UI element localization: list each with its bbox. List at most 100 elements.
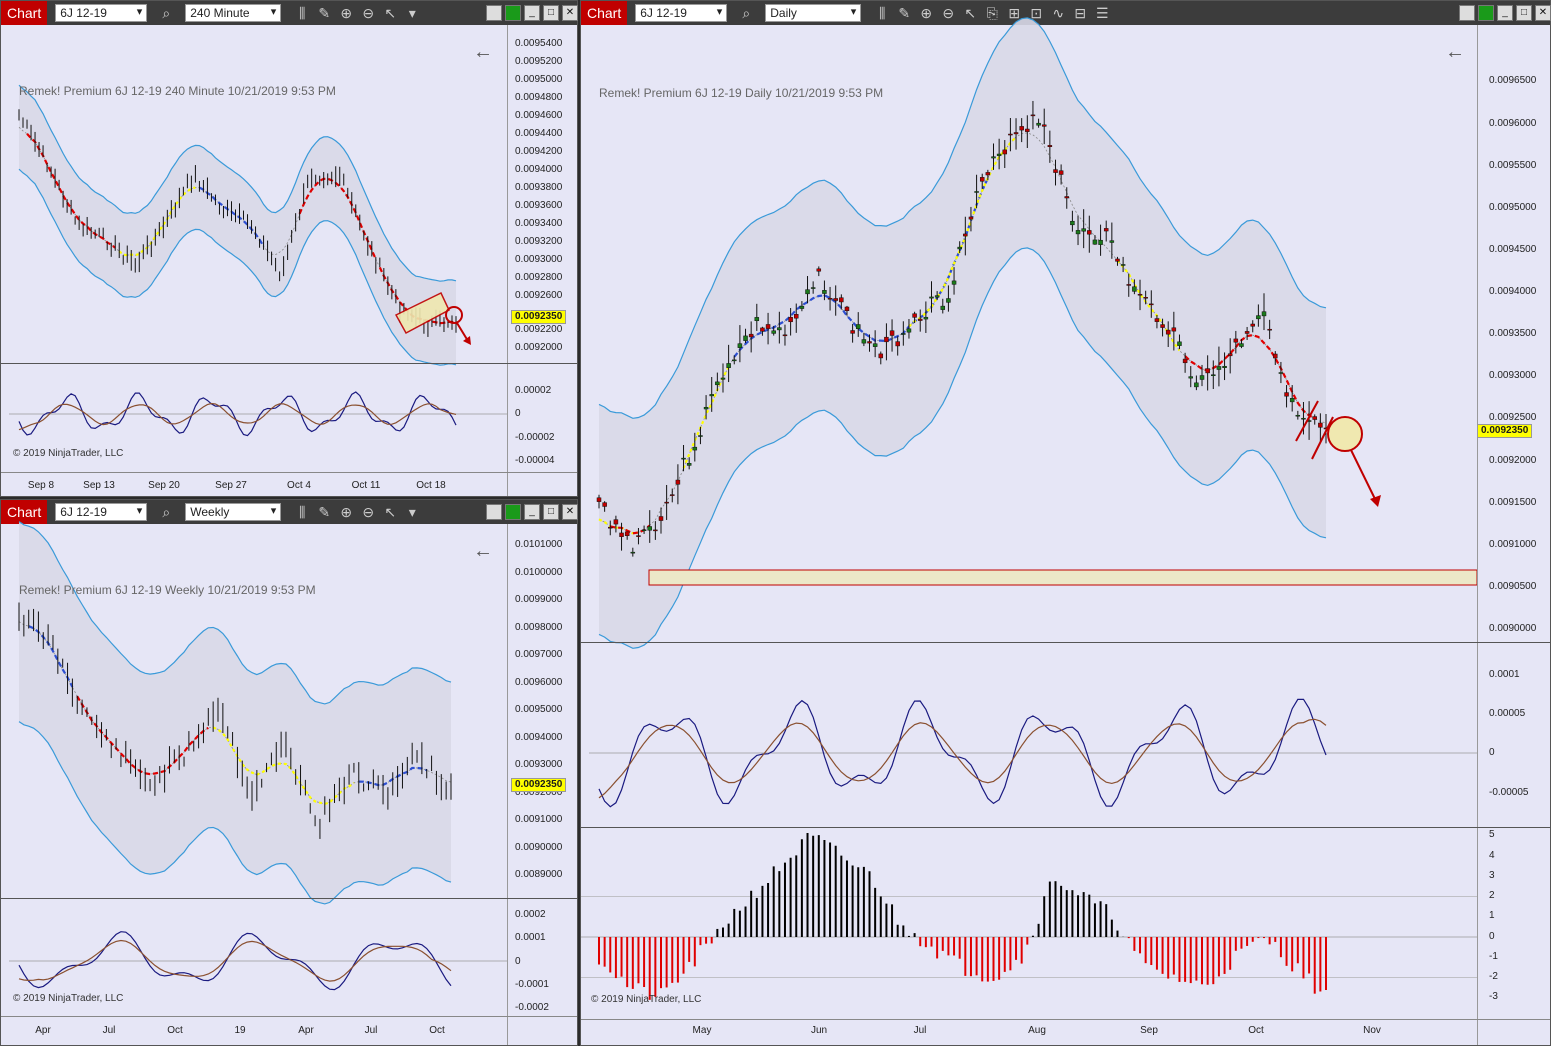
- color-swatch-icon[interactable]: [486, 5, 502, 21]
- axis-label: Sep 8: [27, 480, 55, 491]
- axis-label: Jul: [364, 1025, 378, 1036]
- candle-body: [636, 535, 641, 537]
- chevron-down-icon: ▾: [850, 6, 857, 18]
- zoom-in-icon[interactable]: ⊕: [340, 503, 353, 520]
- axis-label: Apr: [298, 1025, 314, 1036]
- interval-selector[interactable]: 240 Minute ▾: [185, 4, 282, 22]
- chart-window-240-minute: Chart 6J 12-19 ▾ ⌕ 240 Minute ▾ ⫼ ✎ ⊕ ⊖ ↖ …: [0, 0, 578, 497]
- chart-area[interactable]: Remek! Premium 6J 12-19 Weekly 10/21/201…: [1, 521, 577, 1045]
- axis-label: 0.0093000: [515, 254, 563, 265]
- pencil-icon[interactable]: ✎: [318, 503, 331, 520]
- search-icon[interactable]: ⌕: [162, 4, 171, 21]
- candle-body: [1182, 358, 1188, 364]
- chart-menu-button[interactable]: Chart: [1, 500, 48, 524]
- bar-style-icon[interactable]: ⫼: [879, 4, 886, 21]
- dropdown-icon[interactable]: ▾: [408, 4, 416, 21]
- zoom-out-icon[interactable]: ⊖: [362, 503, 375, 520]
- chart-area[interactable]: Remek! Premium 6J 12-19 Daily 10/21/2019…: [581, 17, 1550, 1045]
- interval-selector[interactable]: Daily ▾: [765, 4, 862, 22]
- zoom-out-icon[interactable]: ⊖: [942, 4, 955, 21]
- minimize-icon[interactable]: _: [524, 504, 540, 520]
- axis-label: 0.00002: [515, 385, 552, 396]
- zoom-in-icon[interactable]: ⊕: [340, 4, 353, 21]
- candle-body: [1109, 240, 1115, 243]
- minimize-icon[interactable]: _: [1497, 5, 1513, 21]
- chart-menu-button[interactable]: Chart: [581, 1, 628, 25]
- trend-line-segment: [733, 177, 989, 358]
- axis-label: 0.0101000: [515, 539, 563, 550]
- axis-label: -0.00004: [515, 455, 555, 466]
- axis-label: 0: [1489, 747, 1495, 758]
- annotation-circle: [1327, 416, 1363, 452]
- pencil-icon[interactable]: ✎: [318, 4, 331, 21]
- candle-body: [1222, 365, 1227, 368]
- color-swatch-icon[interactable]: [1459, 5, 1475, 21]
- maximize-icon[interactable]: □: [1516, 5, 1532, 21]
- candle-body: [839, 297, 844, 303]
- back-arrow-icon[interactable]: ←: [473, 540, 493, 562]
- x-axis-line: [581, 1019, 1550, 1020]
- axis-label: Oct: [167, 1025, 183, 1036]
- bar-style-icon[interactable]: ⫼: [299, 4, 306, 21]
- axis-label: Nov: [1363, 1025, 1381, 1036]
- strategies-icon[interactable]: ⊡: [1030, 4, 1043, 21]
- candle-body: [1058, 170, 1064, 175]
- pointer-icon[interactable]: ↖: [384, 503, 397, 520]
- instrument-selector[interactable]: 6J 12-19 ▾: [55, 4, 148, 22]
- properties-icon[interactable]: ⊞: [1008, 4, 1021, 21]
- candle-body: [1216, 366, 1222, 370]
- moving-average-line: [598, 132, 1327, 534]
- search-icon[interactable]: ⌕: [162, 503, 171, 520]
- search-icon[interactable]: ⌕: [742, 4, 751, 21]
- chart-area[interactable]: Remek! Premium 6J 12-19 240 Minute 10/21…: [1, 25, 577, 496]
- back-arrow-icon[interactable]: ←: [1445, 41, 1465, 63]
- pointer-icon[interactable]: ↖: [384, 4, 397, 21]
- menu-list-icon[interactable]: ☰: [1095, 4, 1109, 21]
- back-arrow-icon[interactable]: ←: [473, 41, 493, 63]
- maximize-icon[interactable]: □: [543, 5, 559, 21]
- axis-label: 0.0098000: [515, 622, 563, 633]
- candle-body: [1075, 230, 1081, 235]
- instrument-selector[interactable]: 6J 12-19 ▾: [635, 4, 728, 22]
- interval-selector[interactable]: Weekly ▾: [185, 503, 282, 521]
- templates-icon[interactable]: ⊟: [1074, 4, 1087, 21]
- link-color-icon[interactable]: [505, 5, 521, 21]
- axis-label: 0.0093600: [515, 200, 563, 211]
- candle-body: [1239, 343, 1244, 347]
- chevron-down-icon: ▾: [716, 6, 723, 18]
- candle-body: [1025, 128, 1030, 132]
- axis-label: Oct 18: [416, 480, 446, 491]
- close-icon[interactable]: ✕: [562, 504, 578, 520]
- data-box-icon[interactable]: ⎘: [986, 4, 998, 21]
- instrument-selector[interactable]: 6J 12-19 ▾: [55, 503, 148, 521]
- maximize-icon[interactable]: □: [543, 504, 559, 520]
- pointer-icon[interactable]: ↖: [964, 4, 977, 21]
- candle-body: [647, 526, 652, 531]
- candle-body: [675, 479, 681, 485]
- axis-label: 0.0090000: [515, 842, 563, 853]
- dropdown-icon[interactable]: ▾: [408, 503, 416, 520]
- zoom-in-icon[interactable]: ⊕: [920, 4, 933, 21]
- minimize-icon[interactable]: _: [524, 5, 540, 21]
- instrument-value: 6J 12-19: [60, 505, 107, 519]
- candle-body: [1149, 303, 1154, 306]
- zoom-out-icon[interactable]: ⊖: [362, 4, 375, 21]
- axis-label: 0.0090000: [1489, 623, 1537, 634]
- link-color-icon[interactable]: [1478, 5, 1494, 21]
- bar-style-icon[interactable]: ⫼: [299, 503, 306, 520]
- candle-body: [844, 306, 850, 311]
- color-swatch-icon[interactable]: [486, 504, 502, 520]
- close-icon[interactable]: ✕: [1535, 5, 1551, 21]
- trend-line-segment: [298, 177, 377, 260]
- chart-menu-button[interactable]: Chart: [1, 1, 48, 25]
- axis-label: 0.0091500: [1489, 497, 1537, 508]
- pencil-icon[interactable]: ✎: [898, 4, 911, 21]
- close-icon[interactable]: ✕: [562, 5, 578, 21]
- oscillator-slow-line: [598, 718, 1327, 799]
- axis-label: Sep 13: [83, 480, 115, 491]
- trend-line-segment: [28, 625, 74, 688]
- axis-label: -2: [1489, 971, 1498, 982]
- candle-body: [934, 295, 940, 298]
- indicators-icon[interactable]: ∿: [1052, 4, 1065, 21]
- link-color-icon[interactable]: [505, 504, 521, 520]
